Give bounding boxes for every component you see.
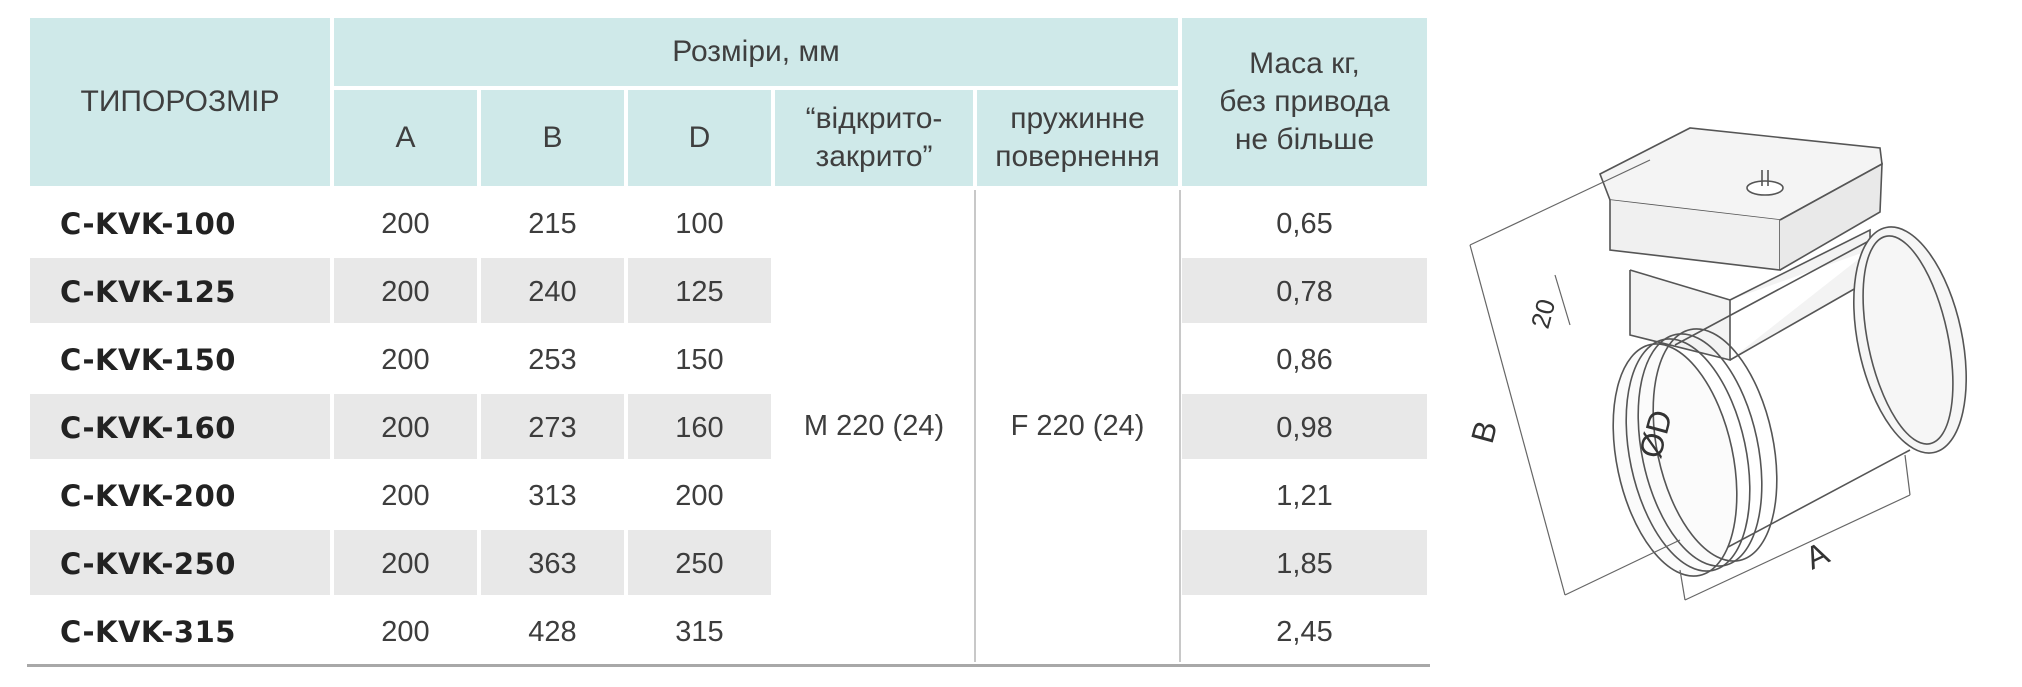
actuator-spring-return-value: F 220 (24)	[1010, 409, 1145, 442]
stripe-row-4-left	[30, 394, 771, 459]
row-cell-d: 250	[675, 547, 724, 580]
actuator-knob	[1746, 180, 1784, 196]
header-col-b: B	[481, 90, 624, 186]
header-spring-return-label: пружинне повернення	[995, 102, 1160, 173]
row-cell-d: 125	[675, 275, 724, 308]
row-type-size: C-KVK-100	[60, 207, 236, 241]
row-cell-mass: 0,78	[1276, 275, 1333, 308]
label-a: A	[1800, 534, 1835, 576]
actuator-box-side	[1779, 162, 1883, 271]
dim-20-line	[1554, 274, 1571, 326]
row-cell-a: 200	[381, 207, 430, 240]
header-type-size-label: ТИПОРОЗМІР	[80, 85, 280, 118]
merged-divider-2	[1179, 190, 1181, 662]
label-b: B	[1464, 417, 1504, 447]
row-cell-a: 200	[381, 411, 430, 444]
row-cell-d: 150	[675, 343, 724, 376]
damper-drawing: B 20 ØD A	[1464, 127, 1968, 601]
row-cell-d: 315	[675, 615, 724, 648]
actuator-open-close: M 220 (24)	[775, 190, 973, 662]
header-col-a: A	[334, 90, 477, 186]
stripe-row-2-right	[1182, 258, 1427, 323]
stripe-row-4-right	[1182, 394, 1427, 459]
row-cell-d: 200	[675, 479, 724, 512]
row-type-size: C-KVK-200	[60, 479, 236, 513]
stripe-row-2-left	[30, 258, 771, 323]
header-spring-return: пружинне повернення	[977, 90, 1178, 186]
row-cell-b: 215	[528, 207, 577, 240]
row-cell-d: 100	[675, 207, 724, 240]
dim-b-line	[1469, 244, 1566, 596]
row-cell-a: 200	[381, 479, 430, 512]
row-type-size: C-KVK-160	[60, 411, 236, 445]
outlet-ring	[1852, 226, 1968, 454]
row-cell-a: 200	[381, 547, 430, 580]
row-cell-mass: 1,85	[1276, 547, 1333, 580]
row-type-size: C-KVK-315	[60, 615, 236, 649]
row-cell-b: 313	[528, 479, 577, 512]
stripe-row-6-right	[1182, 530, 1427, 595]
row-cell-b: 363	[528, 547, 577, 580]
header-mass-label: Маса кг, без привода не більше	[1219, 47, 1390, 156]
row-cell-mass: 1,21	[1276, 479, 1333, 512]
header-mass: Маса кг, без привода не більше	[1182, 18, 1427, 186]
row-cell-a: 200	[381, 343, 430, 376]
header-dimensions-label: Розміри, мм	[672, 35, 840, 68]
actuator-spring-return: F 220 (24)	[977, 190, 1178, 662]
row-cell-mass: 0,86	[1276, 343, 1333, 376]
header-col-d: D	[628, 90, 771, 186]
table-bottom-rule	[27, 664, 1430, 667]
row-cell-d: 160	[675, 411, 724, 444]
row-cell-a: 200	[381, 615, 430, 648]
col-gap-3	[624, 186, 628, 662]
inlet-ring	[1612, 343, 1738, 577]
row-cell-b: 428	[528, 615, 577, 648]
stripe-row-6-left	[30, 530, 771, 595]
row-type-size: C-KVK-150	[60, 343, 236, 377]
row-type-size: C-KVK-250	[60, 547, 236, 581]
header-dimensions: Розміри, мм	[334, 18, 1178, 86]
row-cell-mass: 0,65	[1276, 207, 1333, 240]
header-col-d-label: D	[688, 121, 711, 154]
label-20: 20	[1525, 296, 1561, 332]
header-col-b-label: B	[542, 121, 563, 154]
row-cell-b: 240	[528, 275, 577, 308]
row-cell-b: 253	[528, 343, 577, 376]
header-open-close-label: “відкрито- закрито”	[805, 102, 943, 173]
header-open-close: “відкрито- закрито”	[775, 90, 973, 186]
col-gap-2	[477, 186, 481, 662]
row-cell-mass: 2,45	[1276, 615, 1333, 648]
row-type-size: C-KVK-125	[60, 275, 236, 309]
header-col-a-label: A	[395, 121, 416, 154]
row-cell-mass: 0,98	[1276, 411, 1333, 444]
actuator-open-close-value: M 220 (24)	[803, 409, 945, 442]
col-gap-1	[330, 186, 334, 662]
row-cell-b: 273	[528, 411, 577, 444]
header-type-size: ТИПОРОЗМІР	[30, 18, 330, 186]
row-cell-a: 200	[381, 275, 430, 308]
dim-a-line	[1684, 494, 1911, 601]
merged-divider-1	[974, 190, 976, 662]
